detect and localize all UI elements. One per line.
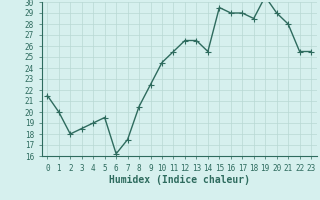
X-axis label: Humidex (Indice chaleur): Humidex (Indice chaleur) xyxy=(109,175,250,185)
